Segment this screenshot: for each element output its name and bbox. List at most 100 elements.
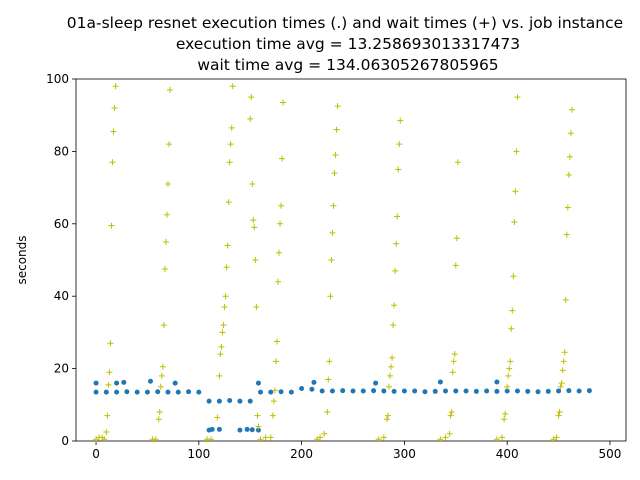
wait-point bbox=[277, 220, 284, 227]
wait-point bbox=[227, 141, 234, 148]
wait-point bbox=[328, 257, 335, 263]
wait-point bbox=[454, 159, 461, 166]
execution-point bbox=[299, 386, 305, 392]
execution-point bbox=[186, 389, 192, 395]
execution-point bbox=[206, 398, 212, 404]
x-tick-label: 500 bbox=[599, 447, 622, 461]
execution-point bbox=[340, 388, 346, 394]
execution-point bbox=[373, 380, 379, 386]
wait-point bbox=[502, 410, 509, 417]
wait-point bbox=[395, 166, 402, 173]
wait-point bbox=[553, 434, 560, 441]
execution-point bbox=[514, 388, 520, 394]
wait-point bbox=[155, 416, 162, 423]
wait-point bbox=[566, 153, 573, 160]
execution-point bbox=[484, 388, 490, 394]
execution-point bbox=[381, 388, 387, 394]
wait-point bbox=[334, 103, 341, 110]
wait-point bbox=[221, 304, 228, 311]
wait-point bbox=[325, 376, 332, 383]
y-tick-label: 0 bbox=[61, 434, 69, 448]
wait-point bbox=[273, 338, 280, 345]
wait-point bbox=[275, 249, 282, 256]
execution-point bbox=[114, 389, 120, 395]
y-tick-label: 20 bbox=[54, 362, 69, 376]
wait-point bbox=[327, 293, 334, 300]
wait-point bbox=[555, 412, 562, 419]
wait-point bbox=[162, 238, 169, 245]
wait-point bbox=[214, 414, 221, 421]
wait-point bbox=[329, 229, 336, 236]
wait-point bbox=[453, 235, 460, 242]
wait-point bbox=[451, 351, 458, 358]
wait-point bbox=[550, 436, 557, 443]
wait-point bbox=[499, 434, 506, 441]
wait-point bbox=[280, 99, 287, 106]
execution-point bbox=[350, 388, 356, 394]
wait-point bbox=[390, 322, 397, 329]
wait-point bbox=[391, 302, 398, 309]
wait-point bbox=[332, 152, 339, 159]
wait-point bbox=[167, 86, 174, 93]
wait-point bbox=[262, 434, 269, 441]
wait-point bbox=[219, 329, 226, 336]
wait-point bbox=[557, 383, 564, 390]
wait-point bbox=[160, 322, 167, 329]
wait-point bbox=[383, 416, 390, 423]
wait-point bbox=[493, 436, 500, 443]
wait-point bbox=[509, 307, 516, 314]
wait-point bbox=[278, 202, 285, 209]
wait-point bbox=[394, 213, 401, 220]
execution-point bbox=[401, 388, 407, 394]
execution-point bbox=[586, 388, 592, 394]
wait-point bbox=[224, 242, 231, 249]
execution-point bbox=[525, 388, 531, 394]
execution-point bbox=[165, 389, 171, 395]
execution-point bbox=[124, 389, 130, 395]
execution-point bbox=[255, 427, 261, 433]
wait-point bbox=[208, 436, 215, 443]
wait-point bbox=[271, 387, 278, 394]
wait-point bbox=[563, 231, 570, 238]
execution-point bbox=[155, 389, 161, 395]
wait-point bbox=[501, 416, 508, 423]
wait-point bbox=[106, 369, 113, 376]
wait-point bbox=[166, 141, 173, 148]
wait-point bbox=[112, 83, 119, 90]
wait-point bbox=[249, 180, 256, 187]
execution-point bbox=[309, 386, 315, 392]
wait-point bbox=[218, 343, 225, 350]
y-tick-label: 100 bbox=[46, 72, 69, 86]
wait-point bbox=[388, 363, 395, 370]
execution-point bbox=[175, 389, 181, 395]
wait-point bbox=[110, 128, 117, 135]
wait-point bbox=[514, 94, 521, 101]
wait-point bbox=[161, 266, 168, 273]
x-tick-label: 100 bbox=[187, 447, 210, 461]
wait-point bbox=[250, 217, 257, 224]
wait-point bbox=[257, 436, 264, 443]
execution-point bbox=[148, 378, 154, 384]
wait-point bbox=[217, 351, 224, 358]
wait-point bbox=[450, 358, 457, 365]
wait-point bbox=[270, 398, 277, 405]
wait-point bbox=[508, 325, 515, 332]
execution-point bbox=[545, 388, 551, 394]
wait-point bbox=[510, 273, 517, 280]
wait-point bbox=[397, 117, 404, 124]
wait-point bbox=[393, 240, 400, 247]
wait-point bbox=[385, 383, 392, 390]
wait-point bbox=[326, 358, 333, 365]
wait-point bbox=[392, 267, 399, 274]
wait-point bbox=[333, 126, 340, 133]
plot-frame bbox=[75, 78, 627, 442]
wait-point bbox=[272, 358, 279, 365]
y-axis-label: seconds bbox=[15, 235, 29, 284]
wait-point bbox=[156, 409, 163, 416]
execution-point bbox=[196, 389, 202, 395]
x-tick-label: 300 bbox=[393, 447, 416, 461]
y-tick-label: 40 bbox=[54, 289, 69, 303]
wait-point bbox=[314, 436, 321, 443]
wait-point bbox=[109, 159, 116, 166]
